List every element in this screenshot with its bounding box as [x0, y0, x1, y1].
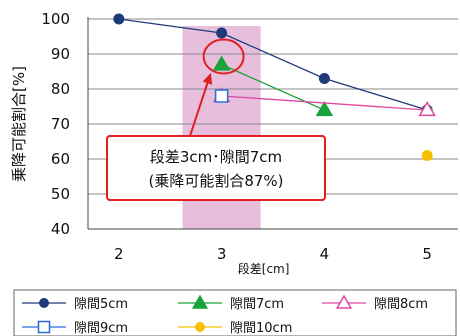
series-3 — [214, 89, 229, 103]
y-tick-label: 80 — [51, 80, 70, 98]
legend-item-2: 隙間8cm — [322, 294, 428, 312]
data-point — [315, 101, 334, 117]
x-tick-label: 5 — [422, 245, 432, 263]
series-line — [221, 95, 428, 111]
y-tick-labels: 40 50 60 70 80 90 100 — [41, 10, 70, 238]
data-point — [113, 13, 125, 25]
series-layer — [113, 13, 436, 161]
legend: 隙間5cm 隙間7cm 隙間8cm 隙間9cm 隙間10cm — [22, 294, 428, 336]
legend-marker — [195, 322, 205, 332]
y-tick-label: 90 — [51, 45, 70, 63]
axes — [87, 17, 458, 230]
legend-label: 隙間8cm — [374, 297, 428, 312]
x-tick-labels: 2 3 4 5 — [114, 245, 432, 263]
y-tick-label: 50 — [51, 185, 70, 203]
legend-item-4: 隙間10cm — [178, 321, 292, 336]
series-1 — [212, 55, 334, 117]
legend-marker — [39, 298, 49, 308]
legend-marker — [335, 294, 353, 309]
x-tick-label: 3 — [217, 245, 227, 263]
y-tick-label: 60 — [51, 150, 70, 168]
data-point — [214, 89, 229, 103]
legend-label: 隙間5cm — [74, 297, 128, 312]
y-tick-label: 40 — [51, 220, 70, 238]
legend-item-3: 隙間9cm — [22, 320, 128, 336]
annotation-line2: (乗降可能割合87%) — [148, 172, 283, 190]
legend-item-0: 隙間5cm — [22, 297, 128, 312]
legend-label: 隙間10cm — [230, 321, 292, 336]
x-axis-label: 段差[cm] — [238, 261, 290, 276]
annotation-line1: 段差3cm･隙間7cm — [150, 148, 282, 166]
y-tick-label: 100 — [41, 10, 70, 28]
legend-label: 隙間9cm — [74, 321, 128, 336]
legend-box — [13, 289, 457, 336]
annotation-arrow — [189, 76, 211, 137]
data-point — [318, 73, 330, 84]
data-point — [212, 55, 231, 71]
annotation-ellipse — [202, 38, 245, 75]
x-tick-label: 2 — [114, 245, 124, 263]
y-tick-label: 70 — [51, 115, 70, 133]
x-tick-label: 4 — [320, 245, 330, 263]
legend-label: 隙間7cm — [230, 297, 284, 312]
annotation-box — [106, 135, 326, 201]
annotation: 段差3cm･隙間7cm (乗降可能割合87%) — [106, 38, 326, 201]
legend-item-1: 隙間7cm — [178, 294, 284, 312]
data-point — [216, 27, 228, 39]
data-point — [418, 101, 436, 117]
legend-marker — [37, 320, 51, 334]
y-axis-label: 乗降可能割合[%] — [10, 66, 28, 182]
series-4 — [421, 150, 433, 161]
series-line — [118, 18, 428, 111]
annotation-arrowhead — [202, 72, 213, 85]
legend-marker — [191, 294, 209, 309]
data-point — [421, 150, 433, 161]
